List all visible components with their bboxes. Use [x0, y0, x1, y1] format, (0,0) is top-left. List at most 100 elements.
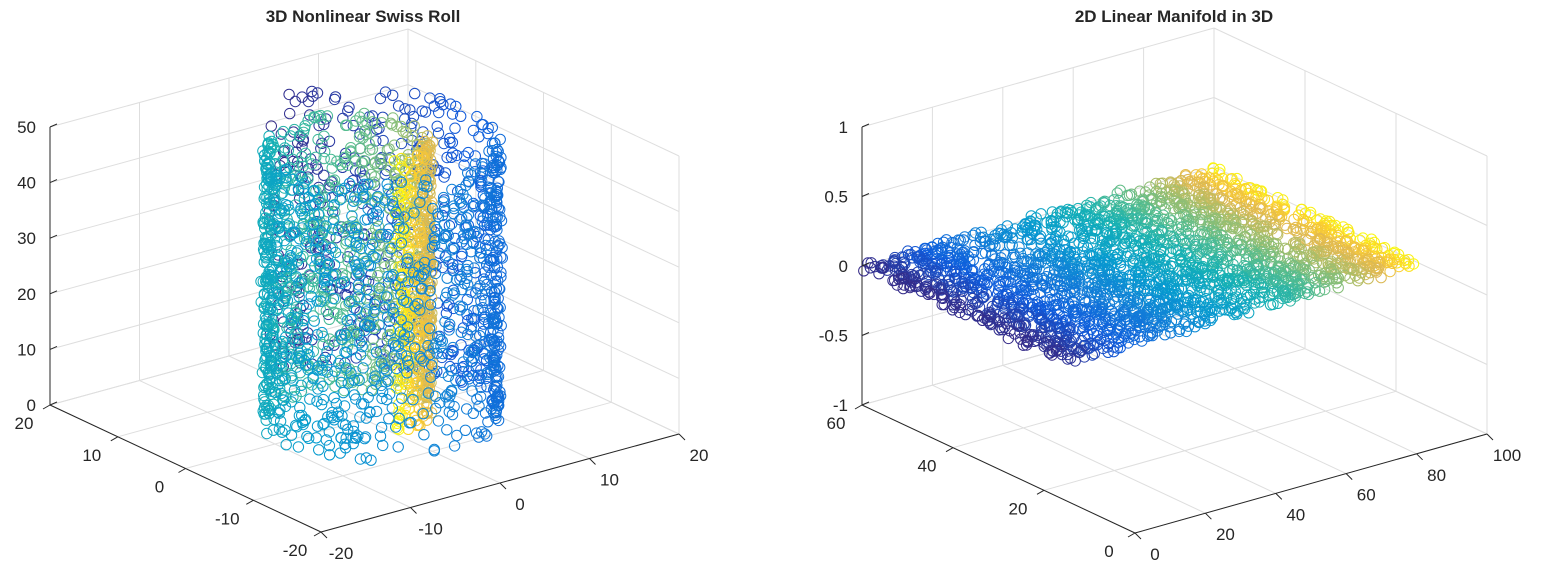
scatter-point	[1051, 235, 1063, 248]
scatter-point	[346, 376, 359, 388]
scatter-point	[1215, 297, 1227, 309]
scatter-point	[1024, 233, 1037, 246]
scatter-point	[483, 339, 495, 351]
scatter-point	[1045, 320, 1057, 332]
scatter-point	[891, 279, 903, 291]
scatter-point	[395, 152, 407, 165]
scatter-point	[374, 430, 387, 442]
scatter-point	[1027, 283, 1039, 295]
scatter-point	[1108, 235, 1120, 247]
scatter-point	[280, 163, 293, 176]
scatter-point	[293, 233, 306, 245]
scatter-point	[465, 286, 477, 298]
scatter-point	[1063, 300, 1076, 312]
scatter-point	[329, 246, 342, 259]
z-tick-mark	[49, 234, 58, 239]
scatter-point	[424, 299, 437, 311]
scatter-point	[428, 100, 440, 112]
scatter-point	[358, 324, 371, 337]
scatter-point	[1257, 221, 1269, 233]
scatter-point	[1125, 188, 1138, 200]
scatter-point	[402, 256, 414, 268]
scatter-point	[437, 191, 450, 204]
scatter-point	[371, 215, 383, 227]
scatter-point	[463, 365, 475, 377]
scatter-point	[460, 219, 472, 231]
scatter-point	[411, 150, 424, 162]
scatter-point	[385, 243, 397, 255]
scatter-point	[1078, 318, 1091, 330]
scatter-point	[1069, 286, 1081, 299]
scatter-point	[1208, 271, 1220, 283]
scatter-point	[1171, 274, 1183, 286]
scatter-point	[310, 253, 323, 265]
scatter-point	[418, 264, 431, 276]
scatter-point	[443, 406, 455, 418]
scatter-point	[289, 95, 301, 108]
scatter-point	[476, 215, 488, 227]
scatter-point	[1384, 265, 1396, 278]
scatter-point	[1207, 255, 1219, 268]
scatter-point	[1015, 320, 1027, 332]
scatter-point	[1101, 323, 1114, 335]
scatter-point	[310, 432, 322, 444]
scatter-point	[408, 120, 420, 132]
grid-line	[1002, 364, 1277, 494]
scatter-point	[1235, 293, 1248, 305]
scatter-point	[1021, 285, 1033, 297]
scatter-point	[956, 285, 969, 298]
grid-line	[952, 348, 1306, 449]
scatter-point	[1287, 250, 1300, 262]
scatter-point	[1168, 202, 1180, 215]
scatter-point	[335, 329, 348, 341]
scatter-point	[275, 387, 287, 400]
scatter-point	[450, 273, 463, 286]
scatter-point	[339, 419, 352, 431]
scatter-point	[386, 353, 398, 365]
scatter-point	[1137, 271, 1150, 284]
scatter-point	[326, 191, 339, 203]
scatter-point	[412, 384, 424, 397]
scatter-point	[460, 263, 473, 276]
scatter-point	[346, 344, 358, 356]
scatter-point	[1175, 249, 1187, 261]
scatter-point	[926, 241, 938, 254]
scatter-point	[916, 254, 928, 267]
scatter-point	[1083, 249, 1095, 261]
scatter-point	[1298, 224, 1310, 236]
scatter-point	[463, 373, 475, 385]
scatter-point	[268, 196, 280, 209]
y-tick-mark	[313, 531, 322, 537]
scatter-point	[270, 341, 282, 354]
scatter-point	[274, 136, 286, 148]
scatter-point	[310, 243, 322, 256]
scatter-point	[485, 403, 498, 415]
scatter-point	[432, 415, 445, 427]
scatter-point	[303, 298, 315, 310]
scatter-point	[1154, 319, 1167, 331]
scatter-point	[1332, 282, 1344, 294]
scatter-point	[1028, 288, 1040, 301]
scatter-point	[1062, 203, 1074, 216]
scatter-point	[876, 261, 888, 274]
scatter-point	[450, 100, 462, 113]
scatter-point	[388, 155, 401, 167]
scatter-point	[366, 385, 379, 397]
scatter-point	[296, 222, 308, 234]
scatter-point	[455, 250, 468, 263]
scatter-point	[946, 304, 959, 316]
scatter-point	[354, 411, 366, 423]
scatter-point	[1330, 273, 1343, 285]
scatter-point	[329, 380, 341, 393]
scatter-point	[1168, 300, 1181, 312]
scatter-point	[392, 100, 405, 112]
scatter-point	[404, 104, 416, 116]
scatter-point	[312, 236, 324, 248]
scatter-point	[461, 403, 473, 415]
scatter-point	[1216, 193, 1229, 205]
scatter-point	[297, 322, 309, 334]
scatter-point	[434, 397, 446, 409]
z-tick-label: 0	[27, 396, 36, 415]
scatter-point	[428, 239, 441, 252]
scatter-point	[462, 328, 474, 341]
